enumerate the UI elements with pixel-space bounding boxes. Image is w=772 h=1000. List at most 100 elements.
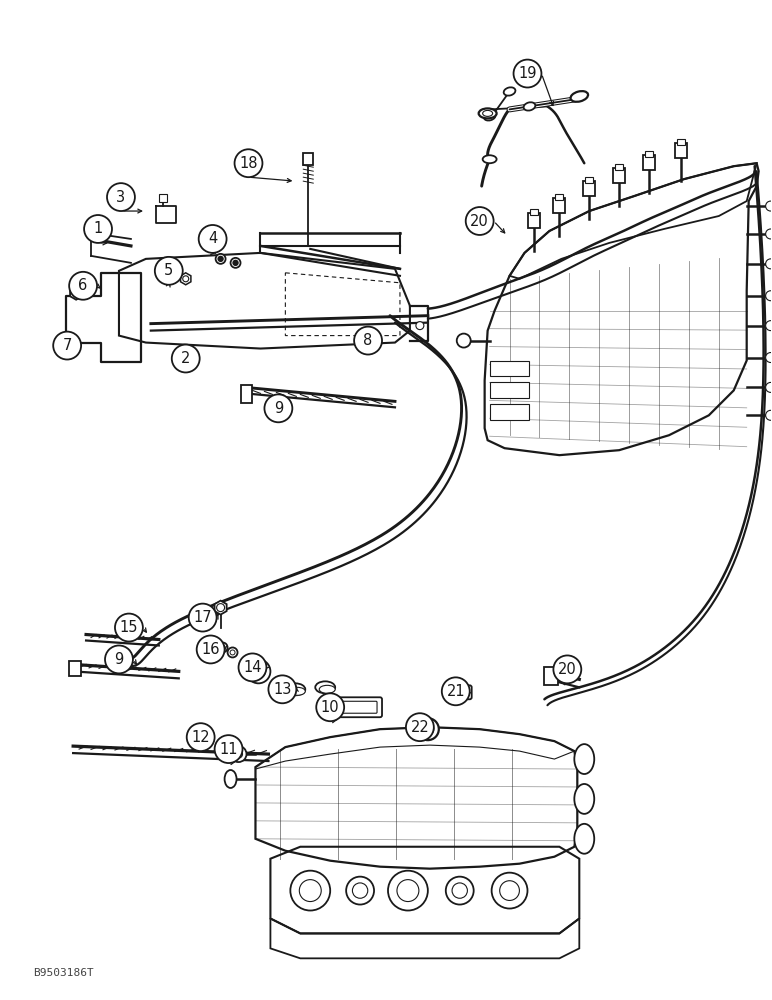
Circle shape [235, 149, 262, 177]
Bar [529, 213, 540, 228]
Text: 13: 13 [273, 682, 292, 697]
Circle shape [228, 647, 238, 657]
Text: 9: 9 [274, 401, 283, 416]
Text: 4: 4 [208, 231, 217, 246]
Text: 17: 17 [193, 610, 212, 625]
Circle shape [252, 664, 266, 678]
Text: 9: 9 [114, 652, 124, 667]
Circle shape [554, 655, 581, 683]
Ellipse shape [320, 685, 335, 693]
Circle shape [417, 718, 438, 740]
Circle shape [218, 256, 223, 261]
Circle shape [766, 291, 772, 301]
Polygon shape [164, 267, 174, 279]
Circle shape [766, 353, 772, 362]
Circle shape [155, 257, 183, 285]
Text: 18: 18 [239, 156, 258, 171]
Ellipse shape [482, 110, 493, 116]
Bar [69, 661, 81, 676]
FancyBboxPatch shape [327, 701, 377, 713]
Bar [489, 382, 530, 398]
Circle shape [105, 645, 133, 673]
Circle shape [188, 604, 217, 632]
Bar [544, 667, 558, 685]
Bar [613, 168, 625, 183]
Circle shape [445, 877, 474, 905]
Bar [303, 153, 313, 165]
Bar [584, 181, 595, 196]
Bar [585, 177, 593, 183]
Circle shape [198, 225, 226, 253]
Circle shape [183, 276, 188, 282]
Text: 2: 2 [181, 351, 191, 366]
Circle shape [397, 880, 419, 902]
Circle shape [217, 604, 225, 612]
Text: 3: 3 [117, 190, 126, 205]
Circle shape [513, 60, 541, 87]
FancyBboxPatch shape [450, 685, 472, 699]
Ellipse shape [574, 784, 594, 814]
Bar [675, 143, 687, 158]
Polygon shape [181, 273, 191, 285]
Text: 20: 20 [470, 214, 489, 229]
Text: 22: 22 [411, 720, 429, 735]
Circle shape [290, 871, 330, 911]
Circle shape [406, 713, 434, 741]
Circle shape [115, 614, 143, 641]
Circle shape [233, 260, 238, 265]
Text: 12: 12 [191, 730, 210, 745]
Circle shape [466, 207, 493, 235]
Circle shape [353, 883, 367, 898]
Text: 16: 16 [201, 642, 220, 657]
Bar [530, 209, 538, 215]
Circle shape [53, 332, 81, 360]
Circle shape [197, 636, 225, 663]
FancyBboxPatch shape [323, 697, 382, 717]
Text: 14: 14 [243, 660, 262, 675]
Circle shape [231, 746, 246, 762]
Text: 11: 11 [219, 742, 238, 757]
Ellipse shape [574, 824, 594, 854]
Circle shape [499, 881, 520, 900]
Ellipse shape [503, 87, 516, 96]
Circle shape [388, 871, 428, 911]
Ellipse shape [315, 681, 335, 693]
Text: 20: 20 [558, 662, 577, 677]
Circle shape [239, 653, 266, 681]
Ellipse shape [479, 108, 496, 118]
Circle shape [64, 344, 74, 354]
Bar [645, 151, 653, 157]
Bar [489, 361, 530, 376]
Bar [643, 155, 655, 170]
Circle shape [766, 410, 772, 420]
Circle shape [442, 677, 469, 705]
Circle shape [246, 659, 270, 683]
Circle shape [354, 327, 382, 355]
Circle shape [235, 750, 242, 758]
Text: 8: 8 [364, 333, 373, 348]
Circle shape [766, 382, 772, 392]
Circle shape [766, 321, 772, 331]
Ellipse shape [523, 102, 535, 111]
Circle shape [317, 693, 344, 721]
Circle shape [416, 322, 424, 330]
Ellipse shape [225, 770, 236, 788]
Circle shape [218, 642, 228, 652]
Circle shape [766, 229, 772, 239]
Ellipse shape [286, 683, 305, 695]
Bar [489, 404, 530, 420]
Circle shape [492, 873, 527, 909]
Circle shape [215, 254, 225, 264]
Polygon shape [70, 286, 82, 300]
Circle shape [452, 883, 467, 898]
Circle shape [107, 183, 135, 211]
Circle shape [269, 675, 296, 703]
Circle shape [766, 259, 772, 269]
Circle shape [215, 735, 242, 763]
Circle shape [187, 723, 215, 751]
Circle shape [265, 394, 293, 422]
Ellipse shape [574, 744, 594, 774]
Circle shape [422, 723, 434, 735]
Circle shape [84, 215, 112, 243]
Bar [555, 194, 564, 200]
